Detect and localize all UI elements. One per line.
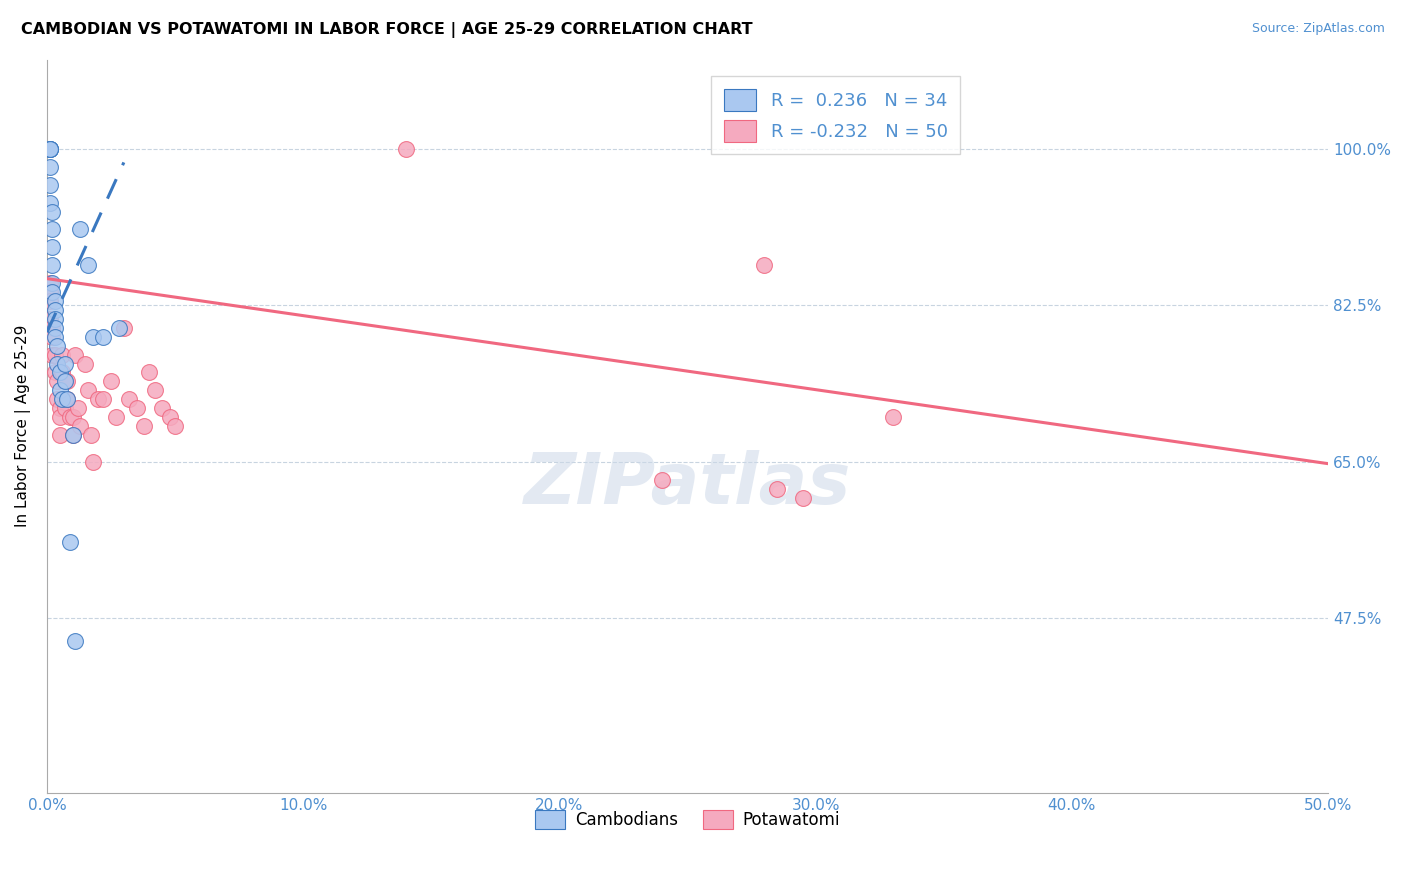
Point xyxy=(41,276,63,290)
Point xyxy=(59,410,82,425)
Point xyxy=(49,384,72,398)
Point xyxy=(41,204,63,219)
Point xyxy=(38,142,60,156)
Point xyxy=(138,366,160,380)
Point xyxy=(766,482,789,496)
Point xyxy=(107,320,129,334)
Point xyxy=(44,330,66,344)
Point xyxy=(159,410,181,425)
Point xyxy=(44,302,66,317)
Point xyxy=(41,258,63,272)
Point xyxy=(53,375,76,389)
Point xyxy=(49,428,72,442)
Point xyxy=(63,633,86,648)
Point xyxy=(93,330,115,344)
Point xyxy=(44,366,66,380)
Point xyxy=(53,357,76,371)
Point xyxy=(51,392,73,407)
Point xyxy=(69,222,91,236)
Point xyxy=(75,357,97,371)
Point xyxy=(118,392,141,407)
Point xyxy=(41,285,63,299)
Point xyxy=(46,339,69,353)
Point xyxy=(38,285,60,299)
Point xyxy=(87,392,110,407)
Point xyxy=(62,410,84,425)
Point xyxy=(44,348,66,362)
Point xyxy=(125,401,148,416)
Point xyxy=(79,428,101,442)
Point xyxy=(82,455,104,469)
Point xyxy=(38,142,60,156)
Legend: Cambodians, Potawatomi: Cambodians, Potawatomi xyxy=(529,803,846,836)
Point xyxy=(56,375,79,389)
Point xyxy=(38,160,60,174)
Point xyxy=(38,311,60,326)
Point xyxy=(100,375,122,389)
Point xyxy=(38,142,60,156)
Point xyxy=(93,392,115,407)
Point xyxy=(77,258,100,272)
Point xyxy=(51,366,73,380)
Point xyxy=(38,178,60,192)
Point xyxy=(56,392,79,407)
Point xyxy=(150,401,173,416)
Point xyxy=(651,473,673,487)
Point xyxy=(41,330,63,344)
Point xyxy=(165,419,187,434)
Point xyxy=(49,401,72,416)
Point xyxy=(38,276,60,290)
Point xyxy=(44,320,66,334)
Point xyxy=(49,366,72,380)
Point xyxy=(46,392,69,407)
Point xyxy=(882,410,904,425)
Point xyxy=(82,330,104,344)
Point xyxy=(754,258,776,272)
Point xyxy=(69,419,91,434)
Point xyxy=(56,392,79,407)
Point xyxy=(46,375,69,389)
Point xyxy=(134,419,156,434)
Point xyxy=(63,348,86,362)
Text: Source: ZipAtlas.com: Source: ZipAtlas.com xyxy=(1251,22,1385,36)
Point xyxy=(41,348,63,362)
Point xyxy=(49,410,72,425)
Point xyxy=(105,410,128,425)
Y-axis label: In Labor Force | Age 25-29: In Labor Force | Age 25-29 xyxy=(15,325,31,527)
Point xyxy=(41,320,63,334)
Point xyxy=(46,357,69,371)
Point xyxy=(53,401,76,416)
Point xyxy=(53,392,76,407)
Point xyxy=(38,293,60,308)
Point xyxy=(77,384,100,398)
Point xyxy=(53,375,76,389)
Point xyxy=(59,535,82,549)
Point xyxy=(62,428,84,442)
Point xyxy=(792,491,814,505)
Point xyxy=(51,348,73,362)
Point xyxy=(44,293,66,308)
Point xyxy=(38,142,60,156)
Point xyxy=(112,320,135,334)
Text: CAMBODIAN VS POTAWATOMI IN LABOR FORCE | AGE 25-29 CORRELATION CHART: CAMBODIAN VS POTAWATOMI IN LABOR FORCE |… xyxy=(21,22,752,38)
Point xyxy=(41,222,63,236)
Point xyxy=(38,195,60,210)
Point xyxy=(44,311,66,326)
Point xyxy=(41,240,63,254)
Point xyxy=(395,142,418,156)
Point xyxy=(143,384,166,398)
Point xyxy=(66,401,89,416)
Point xyxy=(62,428,84,442)
Text: ZIPatlas: ZIPatlas xyxy=(524,450,851,519)
